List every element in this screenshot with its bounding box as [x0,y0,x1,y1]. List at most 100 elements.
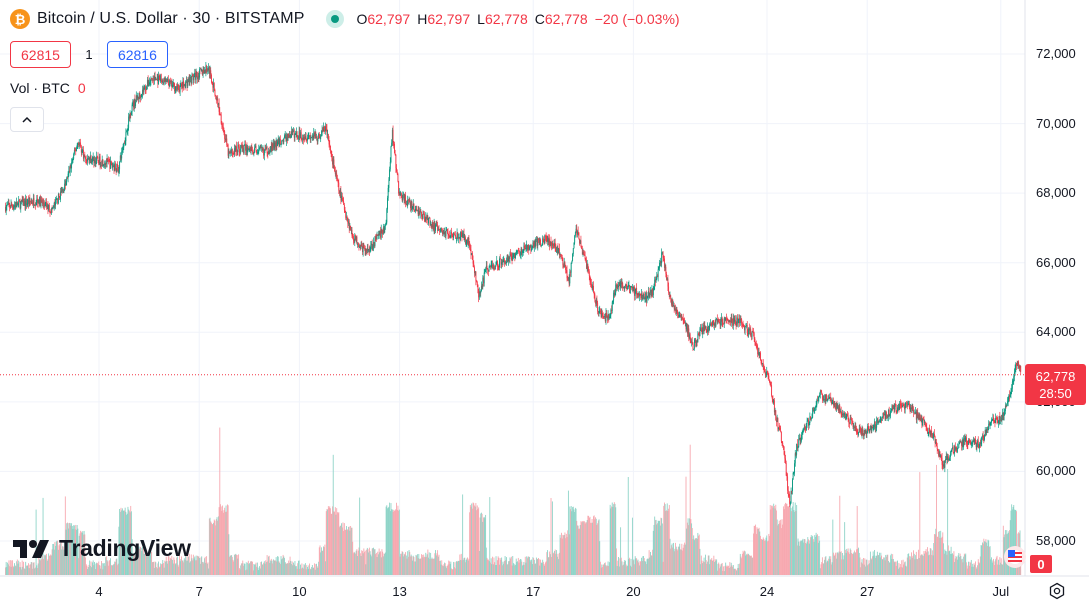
candle-body [26,203,28,205]
candle-body [524,245,526,249]
candle-body [824,398,826,402]
volume-bar [876,555,878,575]
candle-body [869,429,871,432]
candle-body [76,144,78,149]
volume-bar [894,562,896,575]
volume-bar [300,564,301,575]
candle-body [191,74,193,84]
volume-bar [250,561,252,575]
candle-body [309,136,311,140]
volume-bar [61,549,63,575]
volume-bar [608,565,610,575]
candle-body [387,187,389,198]
sell-button[interactable]: 62815 [10,41,71,68]
candle-body [446,228,448,233]
symbol-title[interactable]: Bitcoin / U.S. Dollar · 30 · BITSTAMP [37,10,305,27]
volume-bar [6,567,8,575]
volume-bar [650,555,652,575]
candle-body [48,204,50,213]
candle-body [506,255,508,262]
candle-body [189,77,191,83]
candle-body [997,421,999,424]
candle-body [1016,365,1018,367]
market-status-icon[interactable] [326,10,345,28]
volume-bar [729,562,731,575]
candle-body [339,190,340,194]
candle-body [412,206,413,209]
volume-bar [723,566,725,575]
volume-bar [233,554,235,575]
price-tick-label: 58,000 [1036,533,1076,548]
volume-bar [964,554,966,575]
candle-body [195,73,197,80]
settings-icon[interactable] [1048,582,1066,600]
volume-bar [190,561,192,575]
volume-legend[interactable]: Vol · BTC 0 [10,80,86,96]
volume-bar [312,567,314,575]
volume-bar [686,522,688,575]
volume-bar [31,562,33,575]
candle-body [735,323,737,325]
volume-bar [858,552,860,575]
last-price-label: 62,778 28:50 [1025,364,1086,405]
candle-body [172,84,173,87]
candle-body [379,230,381,236]
volume-bar [889,562,891,575]
candle-body [187,81,189,87]
volume-bar [917,549,919,575]
candle-body [670,295,672,300]
candle-body [422,213,424,219]
tradingview-logo[interactable]: TradingView [13,535,191,562]
candle-body [733,318,735,322]
collapse-legend-button[interactable] [10,107,44,132]
candle-body [739,319,741,324]
buy-button[interactable]: 62816 [106,41,168,68]
candle-body [958,444,960,448]
volume-bar [709,564,711,575]
us-flag-icon[interactable] [1004,546,1026,568]
volume-bar [857,548,859,575]
volume-bar [496,560,498,575]
volume-bar [485,547,487,575]
candle-body [730,320,731,323]
volume-bar [547,557,549,575]
volume-bar [709,559,711,575]
candle-body [946,456,948,460]
candle-body [861,429,863,435]
volume-bar [213,519,215,575]
candle-body [906,403,908,405]
volume-bar [343,523,345,575]
candle-body [775,410,777,421]
candle-body [844,413,846,419]
volume-bar [599,541,601,575]
candle-body [817,397,819,401]
volume-bar [216,517,218,575]
candle-body [206,65,208,72]
candle-body [277,138,279,142]
volume-bar [932,555,934,575]
volume-bar [675,542,677,575]
volume-bar [161,563,163,575]
volume-bar [114,561,116,575]
candle-body [498,266,500,268]
volume-bar [551,501,553,575]
candle-body [534,240,536,247]
volume-bar [94,562,95,575]
volume-value: 0 [77,80,86,96]
candle-body [375,236,377,240]
volume-bar [592,522,594,575]
candle-body [938,450,940,456]
candle-body [369,247,371,253]
volume-bar [267,561,269,575]
candle-body [156,77,158,80]
candle-body [327,134,329,136]
volume-bar [452,569,454,575]
candle-body [720,321,722,326]
volume-bar [390,503,392,575]
volume-bar [868,560,870,575]
candle-body [1018,367,1020,369]
candle-body [439,229,441,232]
candle-body [955,447,957,450]
